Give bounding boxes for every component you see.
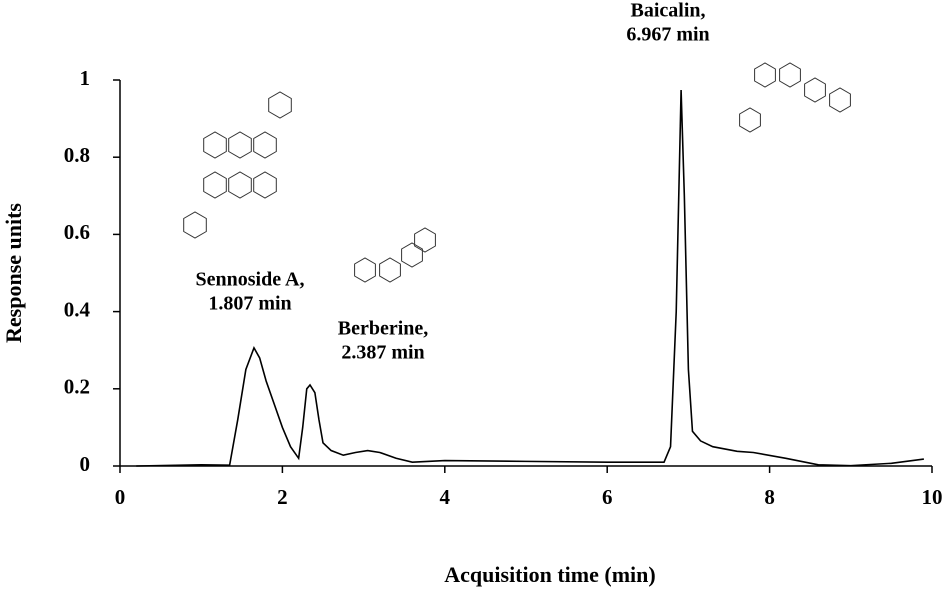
structure-ring xyxy=(414,227,436,253)
structure-ring xyxy=(354,257,376,283)
x-tick-label: 4 xyxy=(440,485,451,509)
structure-ring xyxy=(804,77,826,103)
peak-annotation: 6.967 min xyxy=(626,24,709,46)
y-tick-label: 1 xyxy=(80,66,91,90)
y-tick-label: 0.8 xyxy=(64,143,90,167)
structure-ring xyxy=(268,91,292,119)
structure-ring xyxy=(203,131,227,159)
structure-ring xyxy=(379,257,401,283)
peak-annotation: Sennoside A, xyxy=(196,269,305,291)
peak-annotation: Berberine, xyxy=(338,318,429,340)
structure-ring xyxy=(739,107,761,133)
x-tick-label: 2 xyxy=(277,485,288,509)
x-tick-label: 6 xyxy=(602,485,613,509)
structure-ring xyxy=(253,171,277,199)
peak-annotation: Baicalin, xyxy=(630,0,705,22)
x-tick-label: 8 xyxy=(764,485,775,509)
structure-ring xyxy=(779,62,801,88)
x-tick-label: 0 xyxy=(115,485,126,509)
y-tick-label: 0.6 xyxy=(64,220,90,244)
peak-annotation: 2.387 min xyxy=(341,342,424,364)
x-axis-label: Acquisition time (min) xyxy=(444,562,655,587)
structure-ring xyxy=(401,242,423,268)
structure-ring xyxy=(253,131,277,159)
y-tick-label: 0.2 xyxy=(64,375,90,399)
peak-annotation: 1.807 min xyxy=(208,293,291,315)
y-tick-label: 0 xyxy=(80,452,91,476)
y-axis-label: Response units xyxy=(1,203,26,343)
structure-ring xyxy=(829,87,851,113)
chromatogram-line xyxy=(136,90,924,467)
structure-ring xyxy=(228,131,252,159)
structure-ring xyxy=(203,171,227,199)
structure-ring xyxy=(228,171,252,199)
x-tick-label: 10 xyxy=(922,485,943,509)
structure-ring xyxy=(754,62,776,88)
structure-ring xyxy=(183,211,207,239)
y-tick-label: 0.4 xyxy=(64,297,91,321)
